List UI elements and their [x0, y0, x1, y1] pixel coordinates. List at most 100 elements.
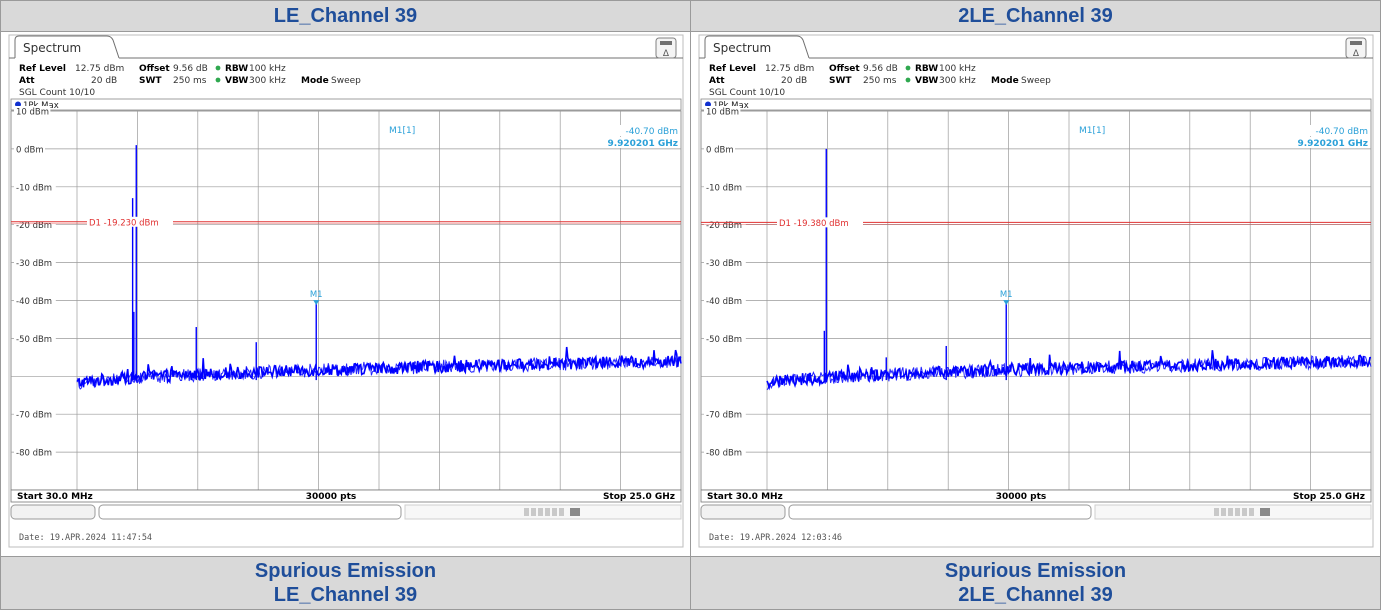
trace-noise-floor-layer: [766, 355, 1372, 391]
delta-icon: Δ: [663, 49, 670, 59]
marker-readout-name: M1[1]: [1079, 126, 1105, 136]
att-label: Att: [19, 76, 35, 86]
capture-date: Date: 19.APR.2024 12:03:46: [709, 533, 842, 543]
spectrum-tab[interactable]: [704, 35, 810, 59]
panel-footer-right: Spurious Emission 2LE_Channel 39: [690, 556, 1381, 610]
offset-label: Offset: [829, 64, 860, 74]
y-tick-label: 10 dBm: [16, 108, 49, 118]
ref-level-value: 12.75 dBm: [75, 64, 124, 74]
att-value: 20 dB: [91, 76, 117, 86]
y-tick-label: -30 dBm: [706, 259, 742, 269]
rbw-value: 100 kHz: [249, 64, 286, 74]
stop-frequency: Stop 25.0 GHz: [603, 492, 675, 502]
marker-readout-level: -40.70 dBm: [625, 127, 678, 137]
ref-level-label: Ref Level: [19, 64, 66, 74]
trace-label-bar: [700, 98, 1372, 111]
y-tick-label: -70 dBm: [706, 411, 742, 421]
status-progress-icon: [524, 508, 564, 516]
y-tick-label: -20 dBm: [706, 221, 742, 231]
sweep-points: 30000 pts: [996, 492, 1047, 502]
status-dot: [905, 65, 911, 71]
marker-m1-icon[interactable]: [1003, 300, 1010, 306]
frequency-bar: [700, 489, 1372, 503]
y-tick-label: -50 dBm: [16, 335, 52, 345]
swt-value: 250 ms: [173, 76, 207, 86]
status-badge: [570, 508, 580, 516]
marker-readout-freq: 9.920201 GHz: [1297, 139, 1368, 149]
offset-label: Offset: [139, 64, 170, 74]
limit-line-label: D1 -19.380 dBm: [779, 219, 849, 229]
mode-value: Sweep: [1021, 76, 1051, 86]
spectrum-tab[interactable]: [14, 35, 120, 59]
swt-label: SWT: [829, 76, 852, 86]
offset-value: 9.56 dB: [863, 64, 898, 74]
status-field: [10, 504, 96, 520]
status-badge: [1260, 508, 1270, 516]
status-progress-icon: [1214, 508, 1254, 516]
y-tick-label: -70 dBm: [16, 411, 52, 421]
delta-icon: Δ: [1353, 49, 1360, 59]
att-label: Att: [709, 76, 725, 86]
vbw-label: VBW: [225, 76, 248, 86]
rbw-label: RBW: [225, 64, 248, 74]
marker-m1-tag: M1: [310, 290, 323, 300]
rbw-label: RBW: [915, 64, 938, 74]
ref-level-label: Ref Level: [709, 64, 756, 74]
status-message-field: [788, 504, 1092, 520]
marker-m1-icon[interactable]: [313, 300, 320, 306]
y-tick-label: -40 dBm: [16, 297, 52, 307]
capture-date: Date: 19.APR.2024 11:47:54: [19, 533, 152, 543]
vbw-value: 300 kHz: [939, 76, 976, 86]
y-tick-label: 0 dBm: [706, 145, 734, 155]
footer-subtitle: LE_Channel 39: [273, 584, 418, 606]
panel-header-right: 2LE_Channel 39: [690, 0, 1381, 32]
marker-m1-tag: M1: [1000, 290, 1013, 300]
mode-label: Mode: [301, 76, 329, 86]
mode-label: Mode: [991, 76, 1019, 86]
y-tick-label: 10 dBm: [706, 108, 739, 118]
marker-readout-freq: 9.920201 GHz: [607, 139, 678, 149]
status-dot: [215, 65, 221, 71]
spectrum-screenshot-right: Spectrum Δ Ref Level 12.75 dBm Offset 9.56 dB…: [698, 34, 1374, 548]
y-tick-label: -10 dBm: [16, 183, 52, 193]
status-dot: [905, 77, 911, 83]
y-tick-label: -10 dBm: [706, 183, 742, 193]
status-message-field: [98, 504, 402, 520]
swt-value: 250 ms: [863, 76, 897, 86]
stop-frequency: Stop 25.0 GHz: [1293, 492, 1365, 502]
footer-title: Spurious Emission: [944, 560, 1127, 582]
vbw-value: 300 kHz: [249, 76, 286, 86]
limit-line-label: D1 -19.230 dBm: [89, 218, 159, 228]
spectrum-tab-label: Spectrum: [713, 41, 771, 55]
offset-value: 9.56 dB: [173, 64, 208, 74]
ref-level-value: 12.75 dBm: [765, 64, 814, 74]
spectrum-tab-label: Spectrum: [23, 41, 81, 55]
swt-label: SWT: [139, 76, 162, 86]
trace-noise-floor-layer: [76, 355, 682, 390]
y-tick-label: -40 dBm: [706, 297, 742, 307]
y-tick-label: -30 dBm: [16, 259, 52, 269]
sweep-points: 30000 pts: [306, 492, 357, 502]
marker-readout-name: M1[1]: [389, 126, 415, 136]
start-frequency: Start 30.0 MHz: [707, 492, 783, 502]
status-dot: [215, 77, 221, 83]
screenshot-cell-left: Spectrum Δ Ref Level 12.75 dBm Offset 9.56 dB…: [0, 31, 691, 557]
att-value: 20 dB: [781, 76, 807, 86]
y-tick-label: 0 dBm: [16, 145, 44, 155]
frequency-bar: [10, 489, 682, 503]
y-tick-label: -80 dBm: [706, 449, 742, 459]
y-tick-label: -80 dBm: [16, 449, 52, 459]
sgl-count: SGL Count 10/10: [709, 88, 785, 98]
spectrum-screenshot-left: Spectrum Δ Ref Level 12.75 dBm Offset 9.56 dB…: [8, 34, 684, 548]
panel-footer-left: Spurious Emission LE_Channel 39: [0, 556, 691, 610]
trace-label-bar: [10, 98, 682, 111]
sgl-count: SGL Count 10/10: [19, 88, 95, 98]
screenshot-cell-right: Spectrum Δ Ref Level 12.75 dBm Offset 9.56 dB…: [690, 31, 1381, 557]
rbw-value: 100 kHz: [939, 64, 976, 74]
y-tick-label: -20 dBm: [16, 221, 52, 231]
panel-header-left: LE_Channel 39: [0, 0, 691, 32]
marker-readout-level: -40.70 dBm: [1315, 127, 1368, 137]
mode-value: Sweep: [331, 76, 361, 86]
status-field: [700, 504, 786, 520]
